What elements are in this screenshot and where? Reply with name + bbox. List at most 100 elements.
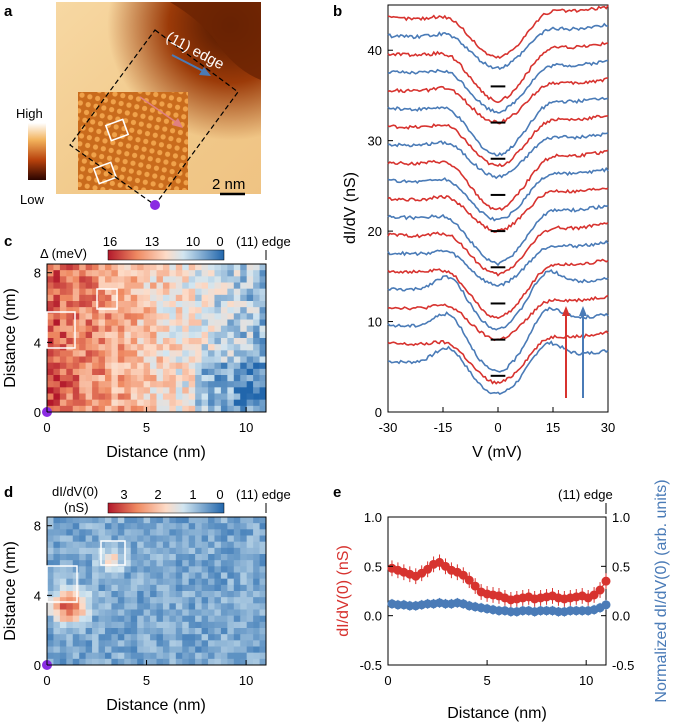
red-arrow-head <box>172 118 183 128</box>
heatmap-cell <box>240 547 247 555</box>
heatmap-cell <box>182 276 189 283</box>
heatmap-cell <box>124 368 132 376</box>
heatmap-cell <box>233 282 241 289</box>
heatmap-cell <box>201 338 209 345</box>
heatmap-cell <box>156 338 164 345</box>
heatmap-cell <box>156 313 164 320</box>
heatmap-cell <box>72 350 80 357</box>
heatmap-cell <box>201 621 209 629</box>
heatmap-cell <box>201 603 209 610</box>
heatmap-cell <box>72 578 80 586</box>
heatmap-cell <box>92 288 99 296</box>
heatmap-cell <box>47 368 54 376</box>
heatmap-cell <box>150 381 157 388</box>
y-tick-label-right: -0.5 <box>612 658 634 673</box>
heatmap-cell <box>214 356 222 363</box>
heatmap-cell <box>137 658 144 666</box>
heatmap-cell <box>188 584 196 592</box>
heatmap-cell <box>201 356 209 363</box>
heatmap-cell <box>220 344 228 351</box>
heatmap-cell <box>79 535 86 542</box>
heatmap-cell <box>92 301 99 308</box>
heatmap-cell <box>92 658 99 666</box>
heatmap-cell <box>240 609 247 616</box>
spectrum-blue-3 <box>387 239 609 287</box>
heatmap-cell <box>92 338 99 345</box>
heatmap-cell <box>66 517 74 524</box>
colorbar-d-tick-2: 2 <box>154 487 161 502</box>
heatmap-cell <box>111 603 119 610</box>
heatmap-cell <box>162 646 170 653</box>
heatmap-cell <box>104 405 112 413</box>
heatmap-cell <box>259 547 267 555</box>
heatmap-cell <box>162 591 170 598</box>
heatmap-cell <box>246 399 254 407</box>
heatmap-cell <box>104 344 112 351</box>
heatmap-cell <box>79 560 86 567</box>
heatmap-cell <box>201 640 209 647</box>
heatmap-cell <box>150 640 157 647</box>
heatmap-cell <box>137 325 144 333</box>
heatmap-cell <box>195 554 202 561</box>
heatmap-cell <box>130 547 138 555</box>
heatmap-cell <box>220 578 228 586</box>
heatmap-cell <box>98 572 106 579</box>
heatmap-cell <box>59 362 67 370</box>
heatmap-cell <box>150 344 157 351</box>
heatmap-cell <box>162 276 170 283</box>
heatmap-cell <box>169 609 177 616</box>
y-tick-label-b: 0 <box>375 405 382 420</box>
heatmap-cell <box>195 294 202 302</box>
heatmap-cell <box>162 652 170 660</box>
heatmap-cell <box>182 356 189 363</box>
heatmap-cell <box>111 399 119 407</box>
heatmap-cell <box>175 603 183 610</box>
heatmap-cell <box>156 547 164 555</box>
heatmap-cell <box>137 609 144 616</box>
heatmap-cell <box>98 652 106 660</box>
heatmap-cell <box>111 307 119 314</box>
heatmap-cell <box>130 375 138 382</box>
heatmap-cell <box>220 319 228 326</box>
y-tick-label-right: 0.0 <box>612 609 630 624</box>
heatmap-cell <box>111 319 119 326</box>
heatmap-cell <box>182 381 189 388</box>
heatmap-cell <box>195 325 202 333</box>
heatmap-cell <box>117 541 125 549</box>
heatmap-cell <box>59 393 67 400</box>
heatmap-cell <box>59 523 67 530</box>
defect-box-d-1 <box>100 540 126 566</box>
heatmap-cell <box>175 615 183 623</box>
heatmap-cell <box>220 270 228 277</box>
heatmap-cell <box>79 603 86 610</box>
heatmap-cell <box>201 282 209 289</box>
heatmap-cell <box>175 350 183 357</box>
heatmap-cell <box>233 535 241 542</box>
heatmap-cell <box>137 307 144 314</box>
heatmap-cell <box>195 584 202 592</box>
heatmap-cell <box>98 591 106 598</box>
heatmap-cell <box>85 591 93 598</box>
heatmap-cell <box>137 547 144 555</box>
heatmap-cell <box>253 307 260 314</box>
heatmap-cell <box>175 523 183 530</box>
heatmap-cell <box>162 615 170 623</box>
heatmap-cell <box>175 517 183 524</box>
heatmap-cell <box>175 628 183 635</box>
heatmap-cell <box>117 362 125 370</box>
heatmap-cell <box>182 319 189 326</box>
heatmap-cell <box>53 523 61 530</box>
heatmap-cell <box>92 344 99 351</box>
heatmap-cell <box>201 405 209 413</box>
data-point-red <box>423 564 433 574</box>
heatmap-cell <box>227 640 235 647</box>
heatmap-cell <box>227 523 235 530</box>
heatmap-cell <box>137 523 144 530</box>
heatmap-cell <box>188 628 196 635</box>
heatmap-cell <box>124 658 132 666</box>
heatmap-cell <box>220 547 228 555</box>
heatmap-cell <box>137 572 144 579</box>
heatmap-cell <box>201 276 209 283</box>
heatmap-cell <box>117 294 125 302</box>
heatmap-cell <box>59 535 67 542</box>
